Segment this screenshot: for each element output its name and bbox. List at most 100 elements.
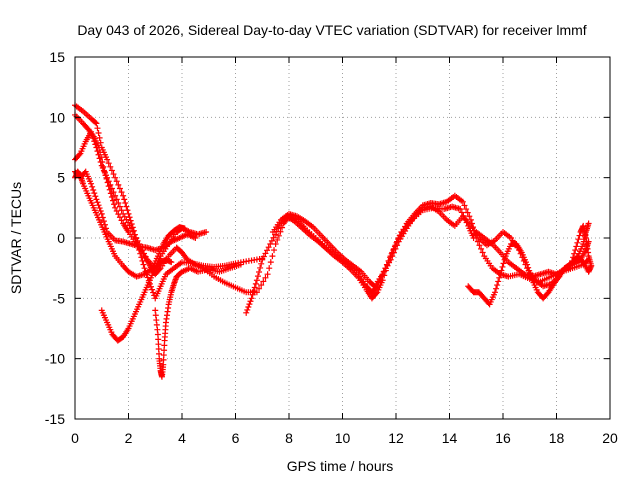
- y-tick-label: 10: [49, 109, 65, 125]
- data-point: [268, 237, 275, 244]
- data-point: [259, 256, 266, 263]
- data-point: [92, 119, 99, 126]
- data-point: [479, 249, 486, 256]
- data-point: [98, 210, 105, 217]
- data-point: [138, 254, 145, 261]
- y-tick-labels: -15 -10 -5 0 5 10 15: [45, 49, 65, 427]
- data-point: [97, 207, 104, 214]
- data-point: [576, 232, 583, 239]
- data-point: [95, 151, 102, 158]
- data-point: [108, 193, 115, 200]
- data-series-sat-3: [72, 128, 210, 272]
- x-tick-label: 2: [125, 430, 133, 446]
- data-series-sat-9: [269, 203, 563, 290]
- data-point: [262, 250, 269, 257]
- data-point: [91, 138, 98, 145]
- data-point: [264, 271, 271, 278]
- data-point: [118, 217, 125, 224]
- x-axis-label: GPS time / hours: [287, 458, 394, 474]
- data-point: [122, 200, 129, 207]
- data-point: [250, 288, 257, 295]
- data-point: [104, 174, 111, 181]
- x-tick-label: 14: [442, 430, 458, 446]
- data-point: [147, 283, 154, 290]
- data-point: [150, 289, 157, 296]
- data-point: [478, 245, 485, 252]
- data-point: [96, 134, 103, 141]
- data-point: [128, 225, 135, 232]
- data-point: [113, 196, 120, 203]
- data-point: [112, 192, 119, 199]
- data-point: [247, 298, 254, 305]
- data-point: [243, 309, 250, 316]
- data-point: [113, 207, 120, 214]
- x-tick-label: 0: [71, 430, 79, 446]
- data-point: [494, 282, 501, 289]
- data-point: [244, 306, 251, 313]
- data-point: [495, 278, 502, 285]
- data-point: [95, 130, 102, 137]
- x-tick-label: 8: [285, 430, 293, 446]
- data-point: [392, 245, 399, 252]
- data-point: [124, 207, 131, 214]
- data-point: [115, 200, 122, 207]
- y-tick-label: 5: [57, 170, 65, 186]
- data-point: [575, 236, 582, 243]
- data-point: [116, 185, 123, 192]
- data-point: [104, 156, 111, 163]
- data-point: [256, 269, 263, 276]
- data-point: [274, 236, 281, 243]
- data-point: [269, 253, 276, 260]
- data-series-sat-2: [72, 111, 477, 296]
- data-point: [585, 220, 592, 227]
- data-point: [125, 210, 132, 217]
- data-point: [267, 259, 274, 266]
- data-point: [110, 171, 117, 178]
- data-point: [461, 202, 468, 209]
- data-point: [110, 189, 117, 196]
- data-point: [575, 254, 582, 261]
- x-tick-label: 18: [549, 430, 565, 446]
- data-point: [260, 253, 267, 260]
- data-point: [132, 234, 139, 241]
- data-point: [76, 151, 83, 158]
- data-point: [88, 180, 95, 187]
- data-point: [113, 178, 120, 185]
- data-point: [379, 277, 386, 284]
- data-point: [272, 241, 279, 248]
- data-point: [168, 259, 175, 266]
- data-point: [103, 225, 110, 232]
- y-tick-label: 0: [57, 230, 65, 246]
- data-point: [94, 199, 101, 206]
- data-point: [192, 235, 199, 241]
- data-point: [121, 196, 128, 203]
- x-tick-label: 16: [495, 430, 511, 446]
- data-point: [499, 263, 506, 270]
- x-tick-label: 12: [388, 430, 404, 446]
- x-tick-label: 4: [178, 430, 186, 446]
- data-point: [262, 274, 269, 281]
- data-point: [94, 125, 101, 132]
- data-point: [108, 167, 115, 174]
- data-point: [464, 209, 471, 216]
- data-point: [573, 243, 580, 250]
- data-point: [394, 242, 401, 249]
- data-point: [108, 185, 115, 192]
- y-tick-label: -15: [45, 411, 65, 427]
- data-point: [90, 135, 97, 142]
- data-point: [109, 197, 116, 204]
- data-point: [389, 253, 396, 260]
- y-tick-label: 15: [49, 49, 65, 65]
- data-point: [466, 213, 473, 220]
- data-point: [258, 260, 265, 267]
- data-point: [253, 289, 260, 296]
- data-series-sat-5: [72, 168, 188, 280]
- data-point: [267, 241, 274, 248]
- data-point: [271, 247, 278, 254]
- data-point: [524, 261, 531, 268]
- data-point: [92, 193, 99, 200]
- data-point: [237, 261, 244, 268]
- data-point: [94, 148, 101, 155]
- data-point: [476, 242, 483, 249]
- data-point: [95, 202, 102, 209]
